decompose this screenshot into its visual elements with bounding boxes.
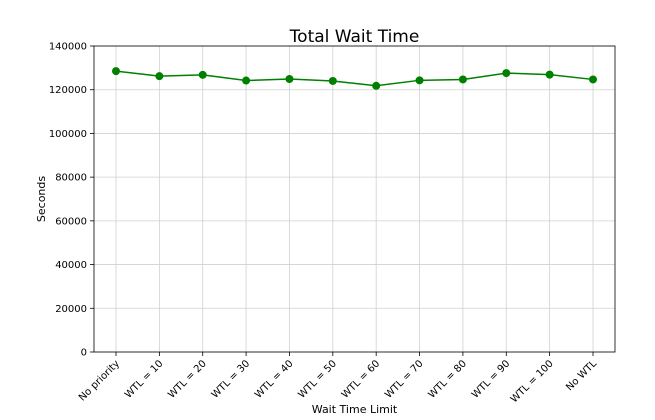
series-line	[115, 70, 594, 87]
data-point	[242, 76, 251, 85]
y-tick-label: 140000	[49, 42, 87, 53]
data-point	[112, 67, 120, 76]
y-axis-ticks: 0 20000 40000 60000 80000 100000 120000 140000	[49, 42, 94, 359]
chart-title: Total Wait Time	[289, 27, 420, 47]
y-tick-label: 80000	[55, 173, 87, 184]
x-tick-label: WTL = 10	[123, 358, 165, 400]
grid-lines	[94, 45, 615, 353]
y-tick-label: 120000	[49, 85, 87, 96]
y-tick-label: 0	[81, 348, 87, 359]
data-point	[285, 75, 294, 84]
x-tick-label: WTL = 80	[427, 358, 469, 400]
y-tick-label: 60000	[55, 216, 87, 227]
x-tick-label: WTL = 30	[210, 358, 252, 400]
data-point	[545, 70, 554, 79]
x-axis-label: Wait Time Limit	[312, 403, 398, 416]
series-group	[112, 67, 597, 90]
x-tick-label: WTL = 40	[253, 358, 295, 400]
x-tick-label: WTL = 90	[470, 358, 512, 400]
x-axis-ticks: No priority WTL = 10 WTL = 20 WTL = 30 WTL =…	[77, 352, 599, 405]
data-point	[415, 76, 424, 85]
x-tick-label: WTL = 100	[509, 358, 556, 405]
data-point	[458, 75, 467, 84]
plot-area	[93, 45, 616, 353]
data-point	[372, 81, 381, 90]
data-point	[502, 69, 511, 78]
x-tick-label: No WTL	[564, 358, 599, 393]
y-tick-label: 40000	[55, 260, 87, 271]
x-tick-label: WTL = 60	[340, 358, 382, 400]
y-tick-label: 100000	[49, 129, 87, 140]
data-point	[155, 72, 164, 81]
x-tick-label: No priority	[77, 358, 122, 403]
x-tick-label: WTL = 50	[296, 358, 338, 400]
data-point	[589, 75, 597, 84]
x-tick-label: WTL = 70	[383, 358, 425, 400]
y-tick-label: 20000	[55, 304, 87, 315]
data-point	[328, 76, 337, 85]
x-tick-label: WTL = 20	[166, 358, 208, 400]
data-point	[198, 70, 207, 79]
y-axis-label: Seconds	[35, 176, 48, 222]
